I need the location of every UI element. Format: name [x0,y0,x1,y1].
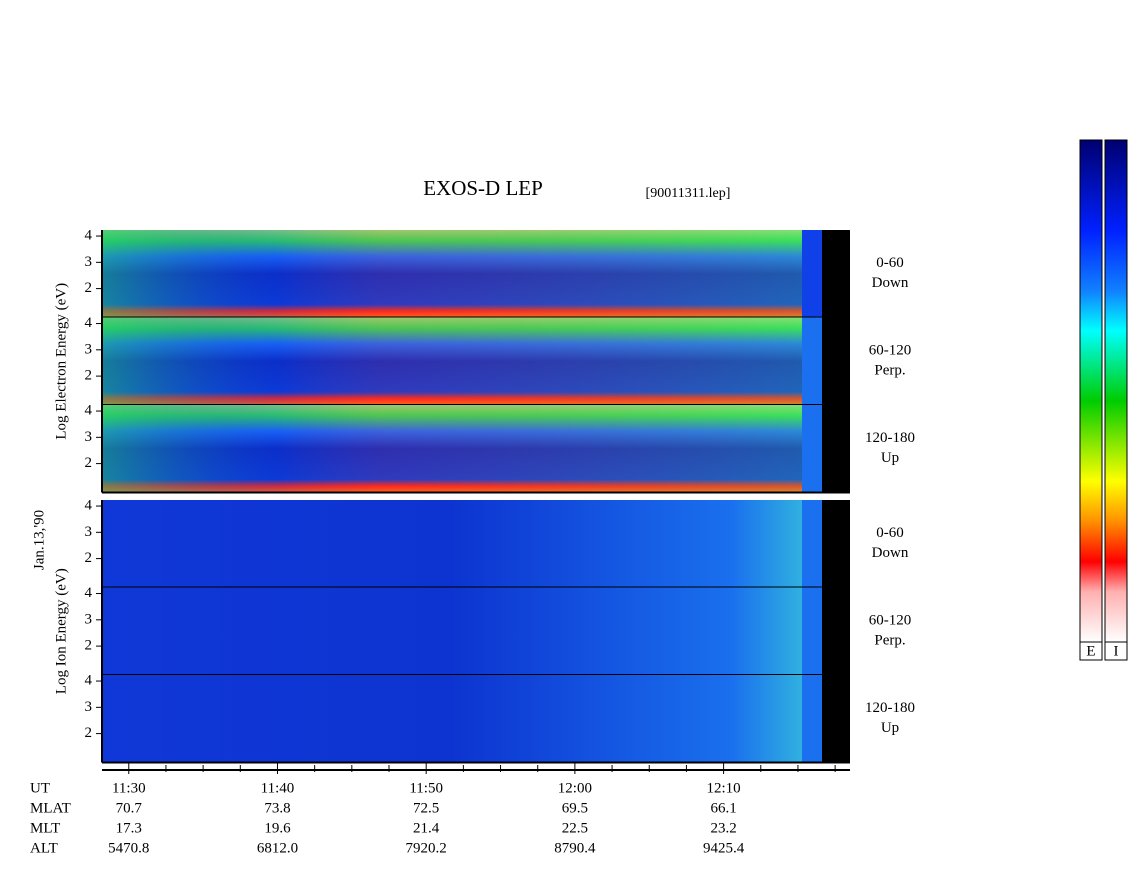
y-tick-label: 4 [85,497,93,513]
orbit-label: MLT [30,820,60,836]
channel-direction: Up [881,720,899,736]
y-tick-label: 4 [85,402,93,418]
spectrogram [102,587,802,675]
no-data [822,500,850,588]
y-axis-label: Log Electron Energy (eV) [53,283,69,440]
orbit-value: 17.3 [116,820,142,836]
y-tick-label: 3 [85,699,93,715]
y-tick-label: 2 [85,638,93,654]
orbit-value: 69.5 [562,800,588,816]
orbit-label: MLAT [30,800,71,816]
orbit-label: ALT [30,840,58,856]
colorbar-label-box [1079,641,1103,661]
y-tick-label: 2 [85,280,93,296]
x-tick-label: 12:00 [558,780,592,796]
y-tick-label: 4 [85,227,93,243]
spectrogram [102,500,802,588]
data-gap [802,317,822,405]
orbit-value: 5470.8 [108,840,149,856]
y-tick-label: 4 [85,585,93,601]
file-label: [90011311.lep] [646,186,731,201]
channel-angle: 0-60 [876,255,904,271]
channel-angle: 0-60 [876,525,904,541]
colorbar-label-box [1104,641,1128,661]
y-axis-label: Log Ion Energy (eV) [53,568,69,694]
channel-direction: Down [872,545,909,561]
orbit-value: 8790.4 [554,840,596,856]
no-data [822,317,850,405]
y-tick-label: 2 [85,455,93,471]
orbit-value: 73.8 [264,800,290,816]
data-gap [802,587,822,675]
data-gap [802,230,822,318]
y-tick-label: 4 [85,315,93,331]
no-data [822,230,850,318]
y-tick-label: 3 [85,611,93,627]
colorbar [1079,139,1103,643]
title: EXOS-D LEP [423,176,543,200]
x-tick-label: 11:40 [261,780,295,796]
channel-angle: 120-180 [865,700,915,716]
channel-angle: 60-120 [869,343,912,359]
y-tick-label: 2 [85,725,93,741]
y-tick-label: 3 [85,254,93,270]
y-tick-label: 4 [85,672,93,688]
y-tick-label: 3 [85,341,93,357]
y-tick-label: 2 [85,368,93,384]
colorbar-label: I [1114,643,1119,659]
colorbar-label: E [1086,643,1095,659]
orbit-value: 70.7 [116,800,143,816]
no-data [822,587,850,675]
no-data [822,675,850,763]
colorbar [1104,139,1128,643]
channel-angle: 120-180 [865,430,915,446]
orbit-value: 22.5 [562,820,588,836]
orbit-value: 66.1 [710,800,736,816]
spectrogram-overlay [102,317,802,405]
orbit-label: UT [30,780,50,796]
orbit-value: 72.5 [413,800,439,816]
orbit-value: 7920.2 [406,840,447,856]
data-gap [802,405,822,493]
orbit-value: 21.4 [413,820,440,836]
no-data [822,405,850,493]
y-tick-label: 3 [85,524,93,540]
data-gap [802,675,822,763]
date-label: Jan.13,'90 [31,510,47,570]
channel-direction: Down [872,275,909,291]
x-tick-label: 11:50 [409,780,443,796]
channel-angle: 60-120 [869,613,912,629]
channel-direction: Perp. [874,363,905,379]
orbit-value: 19.6 [264,820,291,836]
orbit-value: 23.2 [710,820,736,836]
y-tick-label: 2 [85,550,93,566]
x-tick-label: 11:30 [112,780,146,796]
orbit-value: 9425.4 [703,840,745,856]
spectrogram [102,675,802,763]
data-gap [802,500,822,588]
y-tick-label: 3 [85,429,93,445]
channel-direction: Perp. [874,633,905,649]
orbit-value: 6812.0 [257,840,298,856]
spectrogram-overlay [102,405,802,493]
x-tick-label: 12:10 [707,780,741,796]
channel-direction: Up [881,450,899,466]
spectrogram-overlay [102,230,802,318]
